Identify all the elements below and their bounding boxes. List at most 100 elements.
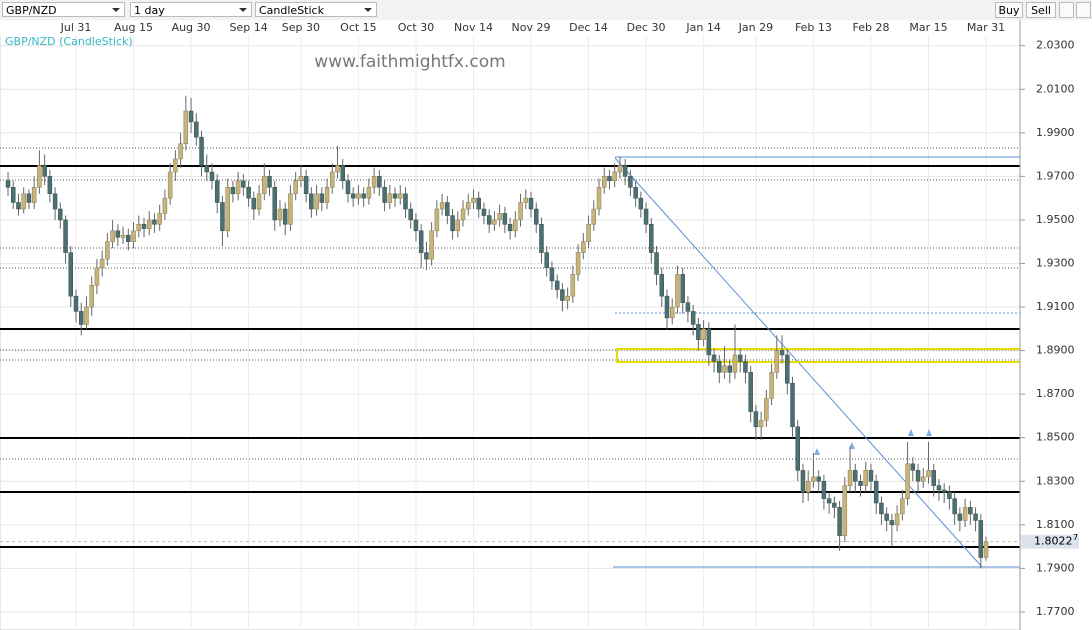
- x-tick-label: Nov 14: [454, 21, 493, 34]
- candle-body: [654, 252, 659, 275]
- candle-body: [936, 485, 942, 491]
- arrow-marker: [814, 448, 820, 455]
- candle-body: [622, 165, 628, 177]
- candle-body: [105, 241, 110, 260]
- candle-body: [900, 498, 905, 515]
- candle-body: [267, 176, 272, 188]
- candle-body: [366, 187, 372, 199]
- candle-body: [58, 208, 63, 221]
- interval-select[interactable]: 1 day: [130, 2, 252, 17]
- sell-button[interactable]: Sell: [1026, 2, 1056, 18]
- candle-body: [298, 176, 304, 181]
- candle-body: [418, 230, 424, 253]
- arrow-marker: [908, 429, 914, 436]
- candle-body: [743, 361, 748, 373]
- candle-body: [957, 513, 963, 521]
- candle-body: [737, 354, 743, 362]
- candle-body: [680, 274, 685, 303]
- candle-body: [230, 187, 236, 195]
- candle-body: [167, 171, 173, 199]
- candle-body: [941, 489, 947, 493]
- candle-body: [769, 372, 774, 399]
- candle-body: [146, 219, 152, 229]
- candle-body: [507, 224, 513, 232]
- draw-button[interactable]: [1076, 2, 1091, 18]
- candle-body: [549, 267, 555, 282]
- candle-body: [978, 520, 984, 558]
- x-tick-label: Dec 14: [569, 21, 608, 34]
- x-tick-label: Dec 30: [627, 21, 666, 34]
- y-tick-label: 2.0300: [1036, 39, 1075, 52]
- candle-body: [711, 354, 717, 362]
- candle-body: [497, 213, 502, 221]
- candle-body: [926, 470, 931, 478]
- candle-body: [188, 110, 194, 123]
- candle-body: [638, 197, 644, 210]
- candle-body: [858, 481, 863, 486]
- candle-body: [821, 481, 827, 499]
- x-tick-label: Jan 29: [738, 21, 773, 34]
- candle-body: [183, 110, 189, 144]
- candle-body: [575, 252, 581, 275]
- indicator-button[interactable]: [1059, 2, 1074, 18]
- symbol-select[interactable]: GBP/NZD: [2, 2, 125, 17]
- y-tick-label: 1.9500: [1036, 213, 1075, 226]
- candle-body: [10, 187, 16, 203]
- candle-body: [481, 208, 487, 216]
- candle-body: [753, 411, 759, 428]
- candle-body: [115, 230, 121, 238]
- candle-body: [607, 176, 612, 181]
- y-tick-label: 1.8700: [1036, 387, 1075, 400]
- candle-body: [523, 197, 529, 203]
- candle-body: [26, 193, 32, 203]
- last-price-suffix: 7: [1073, 533, 1078, 542]
- x-tick-label: Sep 14: [229, 21, 267, 34]
- candle-body: [63, 219, 68, 253]
- candle-body: [345, 180, 351, 195]
- candle-body: [947, 491, 952, 499]
- candle-body: [805, 481, 811, 493]
- candle-body: [178, 143, 183, 160]
- last-price-box: [1021, 534, 1079, 549]
- candle-body: [382, 187, 387, 203]
- candle-body: [675, 274, 680, 308]
- candle-body: [962, 507, 968, 521]
- candle-body: [842, 485, 848, 536]
- candle-body: [387, 193, 393, 203]
- candle-body: [47, 176, 53, 195]
- candle-body: [717, 361, 722, 373]
- style-select[interactable]: CandleStick: [255, 2, 377, 17]
- y-tick-label: 1.9900: [1036, 126, 1075, 139]
- y-tick-label: 2.0100: [1036, 82, 1075, 95]
- x-tick-label: Aug 30: [172, 21, 211, 34]
- candle-body: [889, 520, 895, 526]
- candle-body: [502, 213, 508, 225]
- candle-body: [350, 193, 356, 199]
- x-tick-label: Jan 14: [685, 21, 720, 34]
- candle-body: [126, 234, 131, 242]
- candle-body: [669, 306, 675, 319]
- candle-body: [952, 498, 957, 515]
- candle-body: [811, 476, 816, 482]
- legend: GBP/NZD (CandleStick): [5, 35, 133, 48]
- candle-body: [136, 224, 142, 232]
- candle-body: [915, 470, 921, 482]
- candle-body: [78, 311, 84, 325]
- candle-body: [220, 202, 225, 232]
- y-tick-label: 1.7700: [1036, 605, 1075, 618]
- buy-button[interactable]: Buy: [995, 2, 1023, 18]
- candle-body: [282, 208, 288, 225]
- candle-body: [251, 197, 257, 210]
- candle-body: [272, 187, 277, 221]
- y-tick-label: 1.8100: [1036, 518, 1075, 531]
- candle-body: [335, 165, 340, 173]
- candle-body: [659, 274, 665, 297]
- candle-body: [361, 193, 366, 199]
- candle-body: [795, 426, 800, 471]
- candle-body: [832, 502, 837, 508]
- candle-body: [309, 193, 314, 210]
- candle-body: [539, 224, 544, 253]
- candle-body: [565, 295, 570, 301]
- candle-body: [162, 197, 168, 214]
